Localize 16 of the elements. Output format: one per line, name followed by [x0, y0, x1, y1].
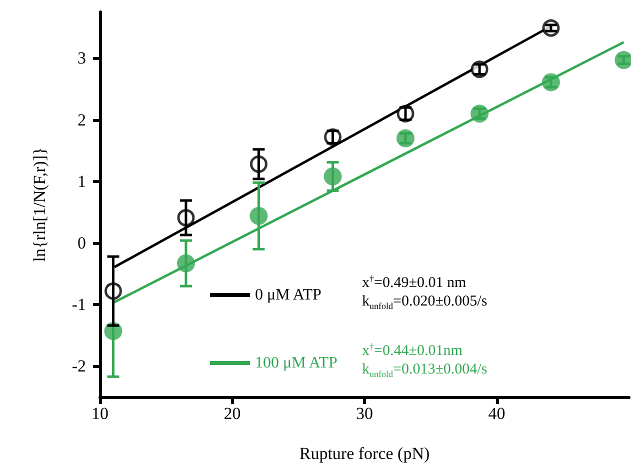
y-tick-label: 1 [78, 172, 86, 191]
x-tick-label: 40 [488, 404, 506, 423]
y-tick-label: -2 [72, 356, 86, 376]
annotation: x†=0.49±0.01 nm [362, 274, 466, 291]
y-tick-label: -1 [72, 295, 86, 314]
y-axis-title: ln{rln[1/N(F,r)]} [30, 147, 49, 262]
y-tick-label: 3 [78, 48, 86, 68]
x-tick-label: 20 [224, 404, 241, 423]
legend-label: 0 μM ATP [255, 286, 322, 304]
y-tick-label: 0 [78, 234, 86, 252]
x-axis-title: Rupture force (pN) [299, 444, 430, 463]
legend-label: 100 μM ATP [255, 354, 338, 372]
annotation: x†=0.44±0.01nm [362, 342, 463, 359]
x-tick-label: 10 [92, 404, 108, 423]
x-tick-label: 30 [356, 404, 373, 423]
y-tick-label: 2 [78, 110, 86, 130]
